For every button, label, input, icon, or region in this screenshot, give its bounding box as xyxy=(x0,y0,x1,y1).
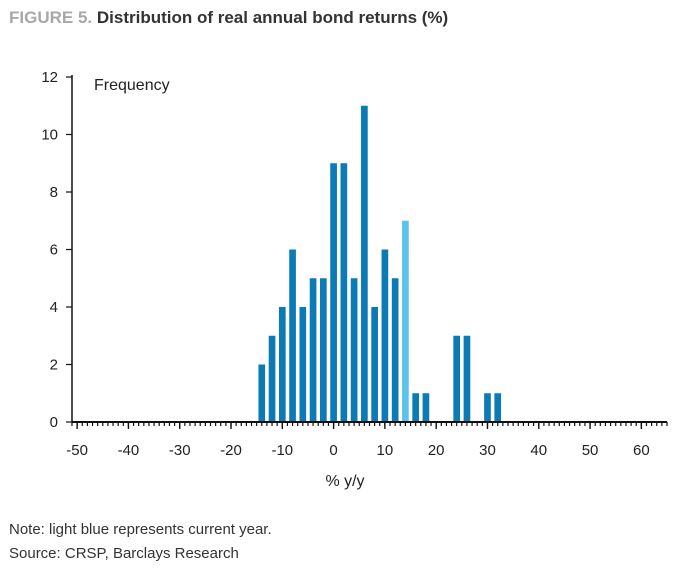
bar xyxy=(258,364,266,422)
bar xyxy=(350,278,358,422)
x-axis: -50 -40 -30 -20 -10 0 10 20 30 40 50 60 xyxy=(66,421,668,459)
figure-title: FIGURE 5. Distribution of real annual bo… xyxy=(9,8,448,28)
x-axis-label: % y/y xyxy=(325,473,364,490)
x-tick-label: -30 xyxy=(169,442,191,459)
y-tick-label: 10 xyxy=(41,127,58,144)
x-tick-label: -40 xyxy=(118,442,140,459)
x-tick-label: 60 xyxy=(633,442,650,459)
bar xyxy=(330,163,337,422)
y-tick-label: 4 xyxy=(50,299,58,316)
bar xyxy=(371,307,378,422)
x-tick-label: 50 xyxy=(582,442,599,459)
bar xyxy=(320,278,327,422)
bar xyxy=(340,163,348,422)
bar xyxy=(412,393,419,422)
x-tick-label: 10 xyxy=(377,442,394,459)
figure-title-text: Distribution of real annual bond returns… xyxy=(96,8,449,27)
x-tick-label: -50 xyxy=(66,442,88,459)
bar xyxy=(453,335,461,422)
figure-label: FIGURE 5. xyxy=(9,8,93,27)
x-tick-label: 20 xyxy=(428,442,445,459)
chart-note: Note: light blue represents current year… xyxy=(9,521,272,538)
bar xyxy=(361,105,368,422)
y-axis: 0 2 4 6 8 10 12 xyxy=(41,69,73,431)
bars-group xyxy=(258,105,502,422)
x-tick-label: -10 xyxy=(271,442,293,459)
x-tick-label: 30 xyxy=(479,442,496,459)
y-tick-label: 0 xyxy=(50,414,58,431)
bar xyxy=(381,249,389,422)
y-tick-label: 8 xyxy=(50,184,58,201)
y-tick-label: 12 xyxy=(41,69,58,86)
bar xyxy=(463,335,471,422)
y-axis-label: Frequency xyxy=(94,77,170,94)
x-tick-label: 40 xyxy=(530,442,547,459)
y-tick-label: 2 xyxy=(50,357,58,374)
chart-source: Source: CRSP, Barclays Research xyxy=(9,545,239,562)
histogram-chart: 0 2 4 6 8 10 12 -50 -40 -30 -20 -10 0 10 20 30 40 50 60 F… xyxy=(41,69,668,490)
x-tick-label: -20 xyxy=(220,442,242,459)
y-tick-label: 6 xyxy=(50,242,58,259)
bar xyxy=(484,393,491,422)
bar-current-year xyxy=(402,220,409,422)
bar xyxy=(278,307,286,422)
bar xyxy=(289,249,296,422)
bar xyxy=(299,307,307,422)
bar xyxy=(391,278,399,422)
bar xyxy=(268,335,276,422)
x-tick-label: 0 xyxy=(329,442,337,459)
bar xyxy=(494,393,502,422)
bar xyxy=(422,393,430,422)
bar xyxy=(309,278,317,422)
